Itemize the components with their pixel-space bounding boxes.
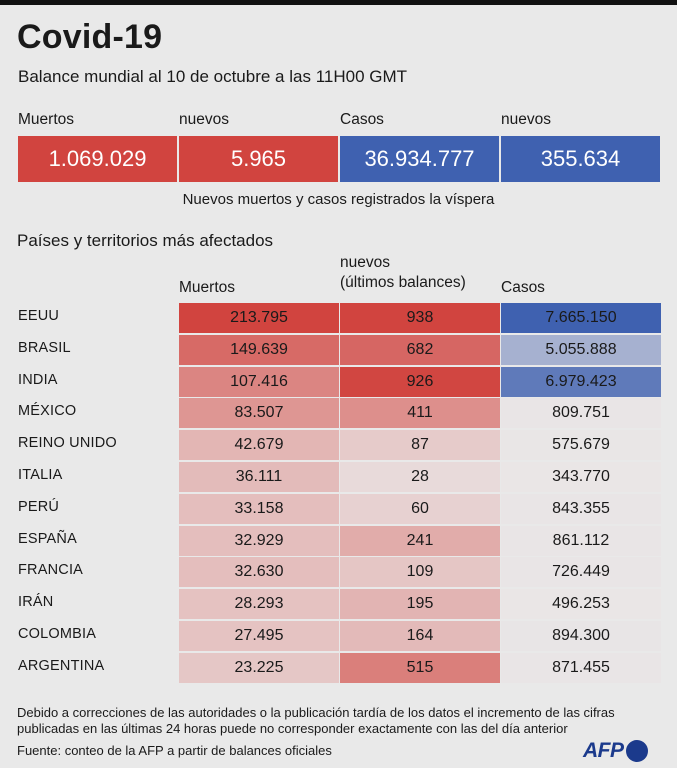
cell-cases: 496.253: [501, 589, 661, 620]
row-label: FRANCIA: [18, 562, 84, 579]
cell-new-deaths: 241: [340, 525, 500, 556]
column-header-cases: Casos: [501, 279, 545, 296]
cell-deaths: 83.507: [179, 398, 339, 429]
row-label: ARGENTINA: [18, 657, 105, 674]
cell-cases: 861.112: [501, 525, 661, 556]
cell-deaths: 33.158: [179, 493, 339, 524]
cell-new-deaths: 109: [340, 557, 500, 588]
cell-deaths: 213.795: [179, 303, 339, 333]
cell-deaths: 149.639: [179, 334, 339, 365]
summary-value-cases: 36.934.777: [340, 136, 499, 182]
cell-cases: 7.665.150: [501, 303, 661, 333]
cell-cases: 6.979.423: [501, 366, 661, 397]
row-label: PERÚ: [18, 498, 60, 515]
summary-label-cases: Casos: [340, 111, 384, 128]
top-bar: [0, 0, 677, 5]
cell-cases: 575.679: [501, 430, 661, 461]
row-label: MÉXICO: [18, 403, 77, 420]
source-note: Fuente: conteo de la AFP a partir de bal…: [17, 743, 332, 758]
cell-deaths: 107.416: [179, 366, 339, 397]
summary-label-new-cases: nuevos: [501, 111, 551, 128]
summary-value-deaths: 1.069.029: [18, 136, 177, 182]
cell-deaths: 36.111: [179, 462, 339, 492]
row-label: COLOMBIA: [18, 626, 97, 642]
cell-new-deaths: 938: [340, 303, 500, 333]
row-label: BRASIL: [18, 339, 71, 356]
cell-new-deaths: 87: [340, 430, 500, 461]
cell-cases: 809.751: [501, 398, 661, 429]
row-label: ESPAÑA: [18, 530, 77, 547]
summary-value-new-cases: 355.634: [501, 136, 660, 182]
row-label: EEUU: [18, 308, 60, 324]
page-title: Covid-19: [17, 18, 163, 56]
cell-new-deaths: 164: [340, 621, 500, 651]
cell-new-deaths: 411: [340, 398, 500, 429]
row-label: IRÁN: [18, 594, 54, 611]
cell-cases: 871.455: [501, 652, 661, 683]
cell-deaths: 27.495: [179, 621, 339, 651]
row-label: ITALIA: [18, 467, 63, 483]
section-title: Países y territorios más afectados: [17, 231, 274, 250]
cell-deaths: 42.679: [179, 430, 339, 461]
logo-text: AFP: [583, 739, 624, 762]
cell-new-deaths: 195: [340, 589, 500, 620]
cell-new-deaths: 682: [340, 334, 500, 365]
cell-deaths: 28.293: [179, 589, 339, 620]
summary-label-deaths: Muertos: [18, 111, 74, 128]
summary-value-new-deaths: 5.965: [179, 136, 338, 182]
cell-deaths: 32.929: [179, 525, 339, 556]
cell-cases: 343.770: [501, 462, 661, 492]
column-header-new: nuevos (últimos balances): [340, 254, 466, 291]
cell-cases: 5.055.888: [501, 334, 661, 365]
footnote: Debido a correcciones de las autoridades…: [17, 705, 615, 736]
afp-logo: AFP: [583, 739, 648, 763]
summary-label-new-deaths: nuevos: [179, 111, 229, 128]
cell-deaths: 32.630: [179, 557, 339, 588]
column-header-deaths: Muertos: [179, 279, 235, 296]
cell-new-deaths: 60: [340, 493, 500, 524]
cell-cases: 726.449: [501, 557, 661, 588]
cell-cases: 843.355: [501, 493, 661, 524]
summary-note: Nuevos muertos y casos registrados la ví…: [182, 191, 495, 208]
cell-new-deaths: 926: [340, 366, 500, 397]
cell-cases: 894.300: [501, 621, 661, 651]
cell-new-deaths: 515: [340, 652, 500, 683]
row-label: INDIA: [18, 371, 58, 388]
row-label: REINO UNIDO: [18, 435, 117, 452]
logo-dot-icon: [625, 740, 648, 762]
cell-deaths: 23.225: [179, 652, 339, 683]
cell-new-deaths: 28: [340, 462, 500, 492]
page-subtitle: Balance mundial al 10 de octubre a las 1…: [18, 67, 408, 86]
